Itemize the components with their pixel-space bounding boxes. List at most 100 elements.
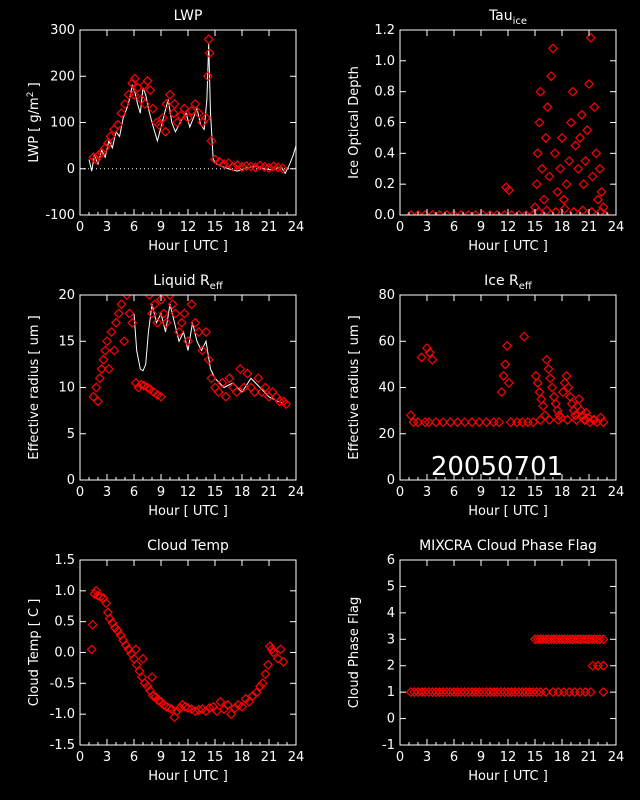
data-point (559, 203, 570, 214)
data-point (574, 394, 585, 405)
chart-title: Cloud Temp (147, 538, 229, 554)
data-point (595, 206, 606, 215)
data-point (520, 687, 532, 698)
y-tick-label: 6 (387, 553, 395, 568)
data-point (281, 399, 292, 410)
data-point (532, 148, 543, 159)
y-axis-label: Ice Optical Depth (347, 66, 362, 179)
data-point (420, 209, 431, 215)
data-point (499, 687, 510, 698)
data-point (133, 382, 144, 393)
data-point (513, 687, 524, 698)
data-point (535, 86, 546, 97)
data-point (203, 34, 214, 45)
data-point (150, 691, 161, 702)
data-point (592, 194, 604, 205)
data-point (166, 704, 177, 715)
data-point (238, 382, 249, 393)
y-tick-label: 0 (387, 712, 395, 727)
data-point (220, 391, 231, 402)
data-point (538, 194, 550, 205)
y-tick-label: 0.0 (54, 646, 75, 661)
y-tick-label: 0 (67, 162, 75, 177)
data-point (260, 382, 271, 393)
data-point (263, 162, 275, 173)
data-point (564, 155, 575, 167)
data-point (528, 687, 539, 698)
y-axis-label-end: ] (27, 82, 42, 91)
data-point (147, 690, 158, 701)
y-axis-label: Cloud Phase Flag (347, 597, 362, 709)
x-tick-label: 24 (288, 485, 305, 500)
data-point (101, 336, 113, 347)
x-tick-label: 0 (396, 220, 404, 235)
data-point (186, 299, 197, 310)
data-point (466, 687, 478, 698)
data-point (575, 405, 586, 416)
data-point (227, 161, 239, 172)
x-tick-label: 0 (76, 750, 84, 765)
data-point (164, 702, 175, 714)
y-tick-label: 100 (50, 116, 75, 131)
data-point (412, 687, 424, 698)
data-point (452, 687, 463, 698)
data-point (463, 209, 474, 215)
data-point (502, 340, 513, 351)
data-point (502, 687, 514, 698)
data-point (257, 678, 268, 689)
data-point (249, 387, 260, 398)
y-tick-label: -0.5 (50, 676, 75, 691)
y-tick-label: 1.2 (374, 23, 395, 38)
y-tick-label: 1.5 (54, 553, 75, 568)
data-point (420, 417, 431, 428)
x-tick-label: 18 (554, 220, 571, 235)
data-point (547, 382, 558, 393)
data-point (153, 695, 164, 706)
y-axis-label-superscript: 2 (26, 92, 36, 98)
data-point (445, 687, 456, 698)
data-point (121, 295, 132, 301)
data-point (154, 119, 165, 130)
data-point (506, 687, 517, 698)
y-tick-label: 300 (50, 23, 75, 38)
data-point (594, 163, 605, 174)
y-tick-label: 0.4 (374, 146, 395, 161)
data-point (549, 148, 560, 159)
data-point (120, 640, 131, 651)
x-tick-label: 21 (581, 750, 598, 765)
data-point (558, 194, 569, 205)
chart-title: Liquid Reff (153, 273, 224, 292)
data-point (598, 202, 609, 213)
x-tick-label: 9 (477, 220, 485, 235)
data-point (263, 659, 274, 670)
data-point (587, 171, 598, 182)
x-tick-label: 6 (450, 485, 458, 500)
data-point (250, 162, 261, 173)
y-tick-label: 3 (387, 632, 395, 647)
data-point (157, 112, 168, 123)
data-point (553, 414, 564, 425)
data-point (405, 209, 416, 215)
y-tick-label: 5 (387, 579, 395, 594)
data-point (202, 71, 213, 82)
y-tick-label: 0 (387, 473, 395, 488)
chart-title-main: LWP (174, 8, 203, 24)
x-tick-label: 3 (103, 750, 111, 765)
data-point (144, 295, 155, 301)
y-axis-label-main: Cloud Phase Flag (347, 597, 362, 709)
y-tick-label: 60 (378, 334, 395, 349)
y-axis-label-main: Cloud Temp [ C ] (27, 599, 42, 707)
data-point (542, 102, 553, 113)
x-tick-label: 21 (581, 485, 598, 500)
chart-title-main: Liquid R (153, 273, 210, 289)
y-axis-label: Effective radius [ um ] (27, 315, 42, 459)
x-tick-label: 24 (288, 220, 305, 235)
data-point (209, 154, 221, 165)
data-point (176, 317, 187, 328)
y-tick-label: -1.0 (50, 707, 75, 722)
data-point (506, 209, 517, 215)
data-point (493, 417, 505, 428)
data-point (474, 417, 485, 428)
data-point (179, 103, 190, 114)
x-tick-label: 15 (527, 750, 544, 765)
